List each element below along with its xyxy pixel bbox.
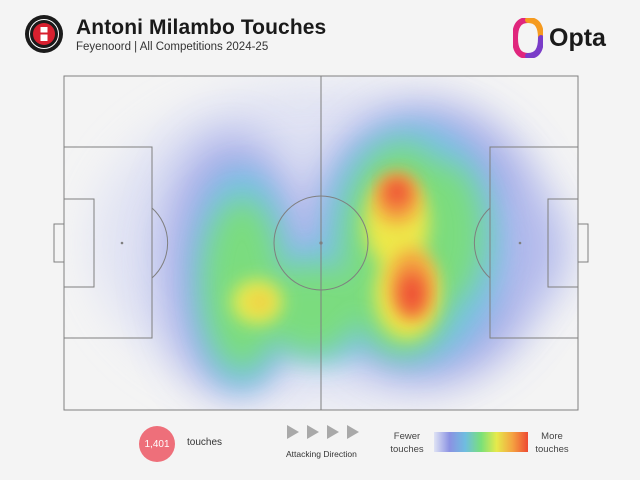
feyenoord-badge-icon <box>25 15 63 53</box>
legend-high-label: More touches <box>535 431 569 455</box>
arrow-icon <box>287 425 299 439</box>
touch-heatmap <box>52 74 592 414</box>
heat-legend-bar <box>434 432 528 452</box>
opta-logo: Opta <box>513 18 623 58</box>
arrow-icon <box>327 425 339 439</box>
opta-wordmark: Opta <box>549 24 606 52</box>
pitch <box>53 75 589 411</box>
opta-logo-icon <box>513 18 543 58</box>
arrow-icon <box>307 425 319 439</box>
header: Antoni Milambo Touches Feyenoord | All C… <box>0 0 640 70</box>
attacking-direction-label: Attacking Direction <box>286 449 357 459</box>
touch-count-label: touches <box>187 437 223 448</box>
arrow-icon <box>347 425 359 439</box>
play-arrows-icon <box>285 425 369 443</box>
touch-count-badge: 1,401 <box>139 426 175 462</box>
legend-low-label: Fewer touches <box>390 431 424 455</box>
page-subtitle: Feyenoord | All Competitions 2024-25 <box>76 41 269 53</box>
page-title: Antoni Milambo Touches <box>76 16 327 39</box>
heat-layer <box>92 84 567 404</box>
